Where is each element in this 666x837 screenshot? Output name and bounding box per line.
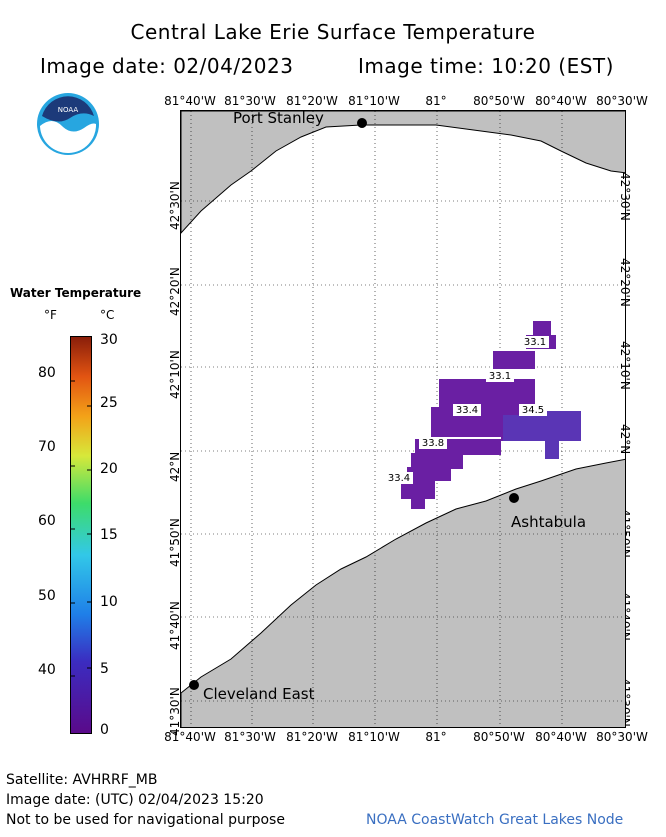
- port-stanley-label: Port Stanley: [233, 110, 324, 127]
- satellite-label: Satellite: AVHRRF_MB: [6, 772, 158, 788]
- svg-text:NOAA: NOAA: [58, 106, 79, 114]
- legend-c-tick: 30: [100, 332, 118, 348]
- temperature-cell: [411, 497, 425, 509]
- lon-tick-top: 80°30'W: [596, 94, 648, 108]
- map-title: Central Lake Erie Surface Temperature: [130, 20, 536, 44]
- cleveland-east-marker: [189, 680, 199, 690]
- south-shore-land: [181, 458, 625, 727]
- map-panel: 33.1 33.1 33.4 34.5 33.8 33.4 Port Stanley As…: [180, 110, 626, 728]
- legend-c-tick: 0: [100, 722, 109, 738]
- temperature-label: 33.8: [419, 437, 447, 449]
- ashtabula-label: Ashtabula: [511, 513, 587, 531]
- temperature-label: 34.5: [519, 404, 547, 416]
- svg-text:33.1: 33.1: [489, 371, 511, 382]
- lon-tick-top: 81°20'W: [286, 94, 338, 108]
- noaa-logo-icon: NOAA: [36, 92, 100, 156]
- temperature-label: 33.4: [385, 472, 413, 484]
- lon-tick-bot: 81°10'W: [348, 730, 400, 744]
- legend-f-tick: 80: [38, 365, 56, 381]
- temperature-label: 33.1: [521, 336, 549, 348]
- svg-text:33.4: 33.4: [388, 473, 410, 484]
- port-stanley-marker: [357, 118, 367, 128]
- credit-link[interactable]: NOAA CoastWatch Great Lakes Node: [366, 812, 624, 828]
- lon-tick-top: 81°: [425, 94, 447, 108]
- north-shore-land: [181, 111, 625, 234]
- legend-f-tick: 70: [38, 439, 56, 455]
- legend-c-tick: 25: [100, 395, 118, 411]
- image-time: Image time: 10:20 (EST): [358, 54, 614, 78]
- lon-tick-bot: 81°: [425, 730, 447, 744]
- legend-c-tick: 20: [100, 461, 118, 477]
- legend-title: Water Temperature: [10, 286, 142, 300]
- legend-f-tick: 40: [38, 662, 56, 678]
- lon-tick-bot: 80°40'W: [535, 730, 587, 744]
- svg-text:33.4: 33.4: [456, 405, 478, 416]
- lon-tick-top: 80°50'W: [473, 94, 525, 108]
- lon-tick-top: 81°10'W: [348, 94, 400, 108]
- temperature-cell: [543, 427, 579, 441]
- legend-unit-c: °C: [100, 308, 115, 322]
- temperature-cell: [411, 453, 463, 469]
- temperature-cell: [407, 467, 451, 481]
- lon-tick-top: 81°30'W: [224, 94, 276, 108]
- legend-f-tick: 50: [38, 588, 56, 604]
- legend-c-tick: 10: [100, 594, 118, 610]
- cleveland-east-label: Cleveland East: [203, 685, 315, 703]
- temperature-label: 33.4: [453, 404, 481, 416]
- lon-tick-bot: 81°30'W: [224, 730, 276, 744]
- lon-tick-bot: 81°20'W: [286, 730, 338, 744]
- legend-color-bar: [70, 336, 92, 734]
- lon-tick-bot: 80°30'W: [596, 730, 648, 744]
- legend-c-tick: 5: [100, 661, 109, 677]
- svg-text:33.1: 33.1: [524, 337, 546, 348]
- image-date: Image date: 02/04/2023: [40, 54, 294, 78]
- temperature-label: 33.1: [486, 370, 514, 382]
- lon-tick-bot: 80°50'W: [473, 730, 525, 744]
- utc-date: Image date: (UTC) 02/04/2023 15:20: [6, 792, 264, 808]
- legend-unit-f: °F: [44, 308, 57, 322]
- legend-c-tick: 15: [100, 527, 118, 543]
- map-canvas: 33.1 33.1 33.4 34.5 33.8 33.4: [181, 111, 625, 727]
- svg-text:34.5: 34.5: [522, 405, 544, 416]
- lon-tick-top: 81°40'W: [164, 94, 216, 108]
- temperature-cell: [533, 321, 551, 337]
- disclaimer: Not to be used for navigational purpose: [6, 812, 285, 828]
- temperature-cell: [493, 351, 535, 369]
- ashtabula-marker: [509, 493, 519, 503]
- temperature-cell: [545, 441, 559, 459]
- legend-f-tick: 60: [38, 513, 56, 529]
- lon-tick-bot: 81°40'W: [164, 730, 216, 744]
- lon-tick-top: 80°40'W: [535, 94, 587, 108]
- svg-text:33.8: 33.8: [422, 438, 444, 449]
- temperature-cell: [401, 481, 435, 499]
